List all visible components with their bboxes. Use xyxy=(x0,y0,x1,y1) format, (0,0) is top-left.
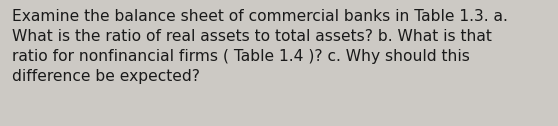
Text: Examine the balance sheet of commercial banks in Table 1.3. a.
What is the ratio: Examine the balance sheet of commercial … xyxy=(12,9,508,84)
